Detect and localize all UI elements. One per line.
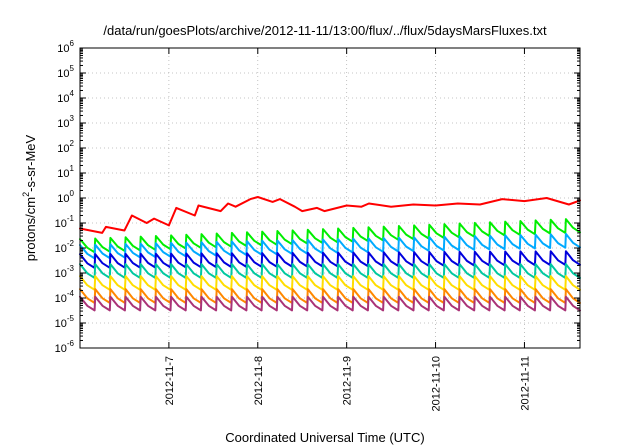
y-tick-exponent: -6 [67, 339, 75, 348]
y-tick-label: 104 [57, 89, 74, 105]
series-line-6 [79, 275, 581, 291]
y-tick-exponent: -5 [67, 314, 75, 323]
y-tick-label: 101 [57, 164, 74, 180]
y-axis-label: protons/cm2-s-sr-MeV [21, 134, 38, 261]
y-tick-label: 10-4 [55, 289, 75, 305]
y-tick-label: 10-6 [55, 339, 75, 355]
y-tick-exponent: 5 [70, 64, 75, 73]
y-tick-base: 10 [57, 68, 69, 80]
chart-title: /data/run/goesPlots/archive/2012-11-11/1… [103, 23, 547, 38]
y-tick-label: 10-3 [55, 264, 75, 280]
y-tick-exponent: 6 [70, 39, 75, 48]
y-axis-label-prefix: protons/cm [23, 197, 38, 261]
y-tick-label: 105 [57, 64, 74, 80]
x-tick-label: 2012-11-10 [431, 356, 443, 411]
series-line-8 [79, 295, 581, 312]
y-tick-label: 100 [57, 189, 74, 205]
y-tick-base: 10 [57, 118, 69, 130]
y-tick-base: 10 [57, 93, 69, 105]
y-tick-base: 10 [55, 268, 67, 280]
series-line-7 [79, 288, 581, 304]
y-tick-base: 10 [57, 168, 69, 180]
x-tick-label: 2012-11-9 [342, 356, 354, 405]
x-tick-label: 2012-11-11 [519, 356, 531, 411]
y-tick-base: 10 [57, 43, 69, 55]
y-tick-exponent: -2 [67, 239, 75, 248]
y-tick-exponent: -4 [67, 289, 75, 298]
y-tick-base: 10 [55, 343, 67, 355]
y-tick-exponent: -1 [67, 214, 75, 223]
y-tick-exponent: 3 [70, 114, 75, 123]
series-line-4 [79, 250, 581, 269]
y-tick-base: 10 [57, 143, 69, 155]
y-tick-exponent: 4 [70, 89, 75, 98]
y-tick-base: 10 [55, 243, 67, 255]
series-line-3 [79, 232, 581, 260]
y-tick-base: 10 [55, 318, 67, 330]
y-tick-label: 102 [57, 139, 74, 155]
y-tick-exponent: 1 [70, 164, 75, 173]
y-tick-label: 10-2 [55, 239, 75, 255]
series-line-5 [79, 263, 581, 279]
y-axis: 10-610-510-410-310-210-11001011021031041… [55, 39, 580, 355]
x-axis: 2012-11-7 2012-11-8 2012-11-9 2012-11-10 201… [164, 48, 531, 411]
series-line-1 [79, 196, 581, 234]
x-axis-label: Coordinated Universal Time (UTC) [225, 430, 424, 445]
y-tick-exponent: -3 [67, 264, 75, 273]
y-tick-label: 106 [57, 39, 74, 55]
y-tick-exponent: 2 [70, 139, 75, 148]
y-tick-exponent: 0 [70, 189, 75, 198]
y-tick-base: 10 [55, 218, 67, 230]
series-line-2 [79, 218, 581, 254]
y-tick-base: 10 [57, 193, 69, 205]
y-axis-label-suffix: -s-sr-MeV [23, 134, 38, 191]
x-tick-label: 2012-11-8 [253, 356, 265, 405]
y-tick-label: 10-1 [55, 214, 75, 230]
series-group [79, 196, 581, 312]
y-axis-label-sup: 2 [21, 192, 31, 197]
y-tick-label: 10-5 [55, 314, 75, 330]
y-tick-label: 103 [57, 114, 74, 130]
y-tick-base: 10 [55, 293, 67, 305]
x-tick-label: 2012-11-7 [164, 356, 176, 405]
